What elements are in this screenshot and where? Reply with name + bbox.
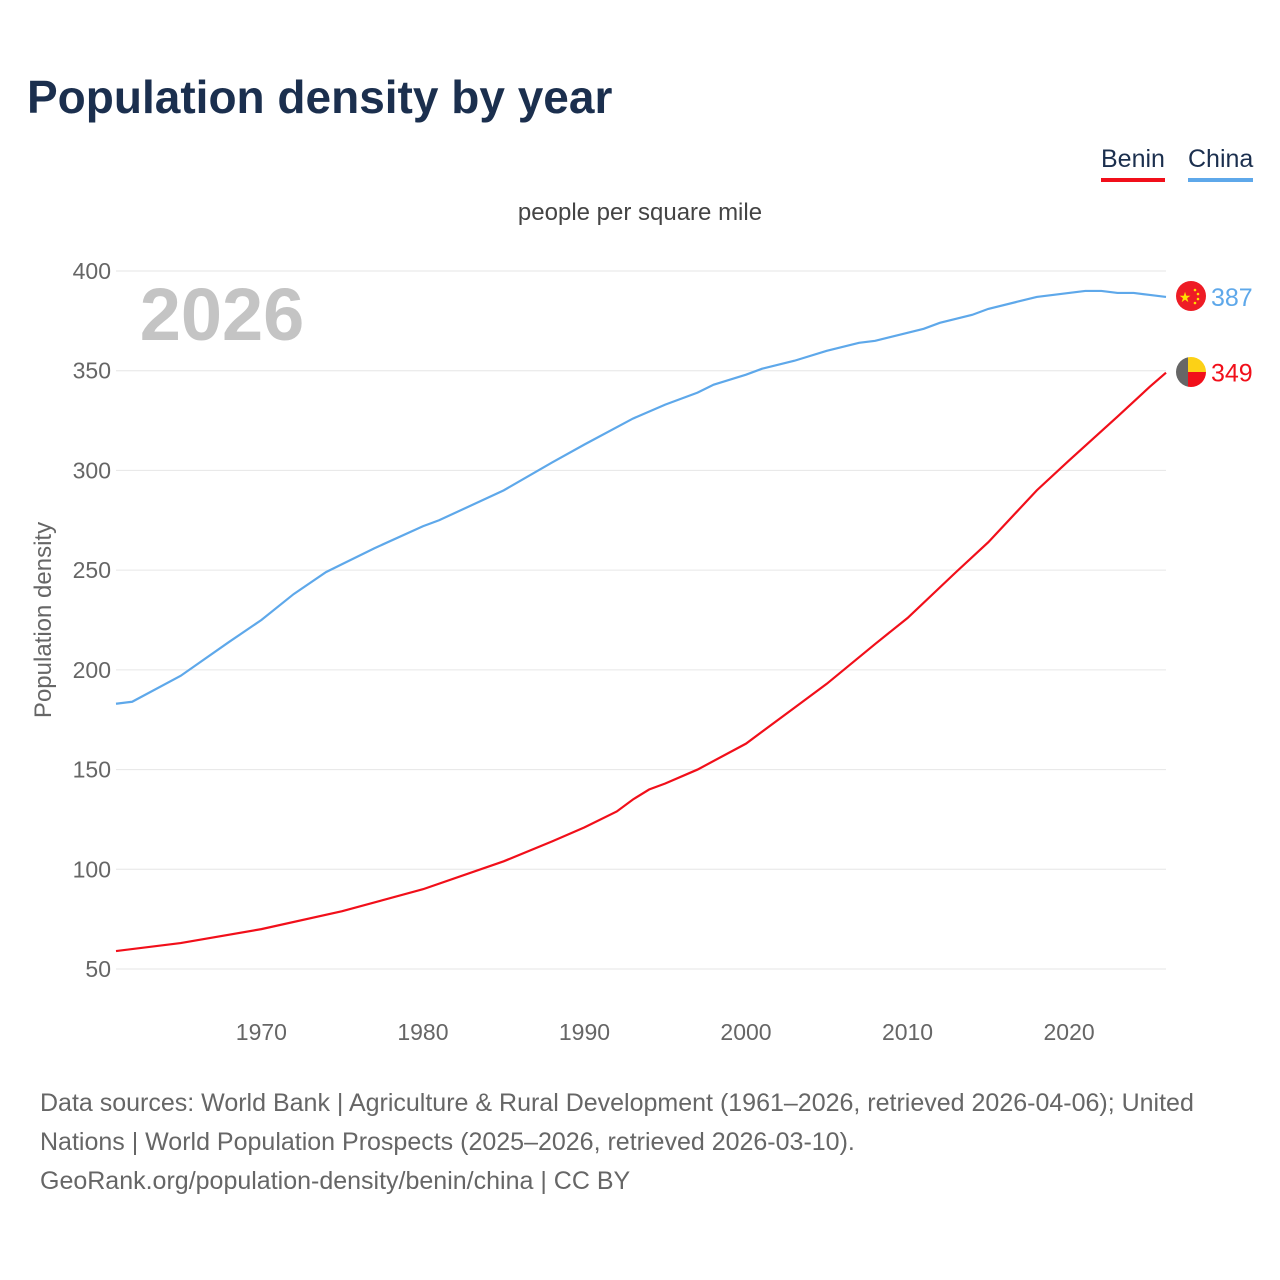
- benin-flag-icon: [1176, 357, 1206, 387]
- y-axis-label: Population density: [30, 522, 57, 718]
- line-chart: people per square mile Population densit…: [30, 199, 1253, 1045]
- y-tick-label: 50: [85, 956, 111, 982]
- y-tick-label: 300: [73, 457, 111, 483]
- legend-item-china[interactable]: China: [1188, 145, 1254, 182]
- sources-text: Data sources: World Bank | Agriculture &…: [40, 1089, 1194, 1156]
- data-sources: Data sources: World Bank | Agriculture &…: [40, 1084, 1250, 1201]
- chart-title: Population density by year: [27, 71, 613, 123]
- y-tick-label: 400: [73, 258, 111, 284]
- x-tick-label: 2020: [1043, 1019, 1094, 1045]
- y-tick-label: 100: [73, 856, 111, 882]
- end-label-benin: 349: [1211, 360, 1253, 388]
- y-tick-label: 250: [73, 557, 111, 583]
- series-line-china: [115, 289, 1167, 705]
- x-tick-label: 2010: [882, 1019, 933, 1045]
- x-tick-label: 1990: [559, 1019, 610, 1045]
- x-tick-label: 2000: [720, 1019, 771, 1045]
- svg-text:★: ★: [1179, 289, 1192, 305]
- x-tick-label: 1970: [236, 1019, 287, 1045]
- credit-link[interactable]: GeoRank.org/population-density/benin/chi…: [40, 1167, 631, 1195]
- year-label: 2026: [140, 273, 305, 356]
- y-tick-label: 350: [73, 358, 111, 384]
- series-line-benin: [115, 371, 1167, 953]
- chart-subtitle: people per square mile: [518, 199, 762, 226]
- legend-item-benin[interactable]: Benin: [1101, 145, 1165, 182]
- y-tick-label: 200: [73, 657, 111, 683]
- china-flag-icon: ★: [1176, 281, 1206, 311]
- y-tick-label: 150: [73, 757, 111, 783]
- end-label-china: 387: [1211, 284, 1253, 312]
- x-tick-label: 1980: [397, 1019, 448, 1045]
